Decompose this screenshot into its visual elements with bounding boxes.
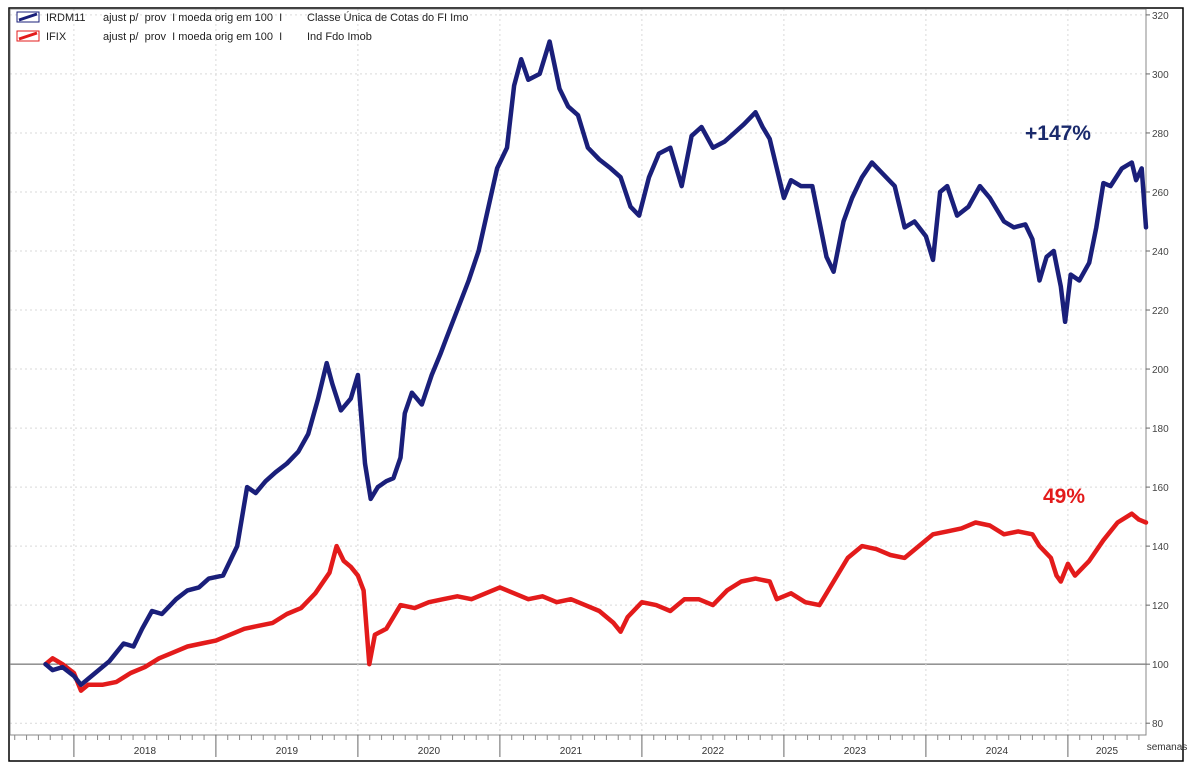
legend-line-ifix xyxy=(18,31,38,41)
x-tick-label-2025: 2025 xyxy=(1096,746,1119,757)
y-tick-label-220: 220 xyxy=(1152,306,1169,317)
y-tick-label-300: 300 xyxy=(1152,70,1169,81)
legend-desc-irdm11: Classe Única de Cotas do FI Imo xyxy=(307,11,468,24)
x-axis-unit-label: semanas xyxy=(1147,742,1188,753)
x-tick-label-2023: 2023 xyxy=(844,746,867,757)
y-tick-label-140: 140 xyxy=(1152,542,1169,553)
x-tick-label-2020: 2020 xyxy=(418,746,441,757)
plot-area xyxy=(9,8,1147,736)
series-line-ifix xyxy=(43,511,1149,693)
y-axis: 80 100 120 140 160 180 200 220 240 260 280 300 320 xyxy=(1146,11,1169,730)
y-tick-label-260: 260 xyxy=(1152,188,1169,199)
x-tick-label-2022: 2022 xyxy=(702,746,725,757)
y-tick-label-240: 240 xyxy=(1152,247,1169,258)
legend-item-ifix: IFIX ajust p/ prov I moeda orig em 100 I… xyxy=(16,30,372,43)
annotation-ifix-return: 49% xyxy=(1043,485,1085,508)
legend-item-irdm11: IRDM11 ajust p/ prov I moeda orig em 100… xyxy=(16,11,468,24)
y-tick-label-100: 100 xyxy=(1152,660,1169,671)
y-tick-label-80: 80 xyxy=(1152,719,1164,730)
legend-desc-ifix: Ind Fdo Imob xyxy=(307,31,372,43)
series-line-irdm11 xyxy=(43,39,1149,688)
x-tick-label-2024: 2024 xyxy=(986,746,1009,757)
y-tick-label-160: 160 xyxy=(1152,483,1169,494)
y-tick-label-120: 120 xyxy=(1152,601,1169,612)
y-tick-label-180: 180 xyxy=(1152,424,1169,435)
x-tick-label-2019: 2019 xyxy=(276,746,299,757)
x-tick-label-2021: 2021 xyxy=(560,746,583,757)
annotation-irdm11-return: +147% xyxy=(1025,122,1091,145)
legend-adjust-irdm11: ajust p/ prov I moeda orig em 100 I xyxy=(103,12,282,24)
chart-frame xyxy=(8,7,1184,762)
legend: IRDM11 ajust p/ prov I moeda orig em 100… xyxy=(16,11,468,43)
legend-ticker-ifix: IFIX xyxy=(46,31,67,43)
legend-line-irdm11 xyxy=(18,12,38,22)
y-tick-label-200: 200 xyxy=(1152,365,1169,376)
x-axis: 2018 2019 2020 2021 2022 2023 2024 2025 xyxy=(14,735,1140,757)
legend-ticker-irdm11: IRDM11 xyxy=(46,12,86,24)
gridlines xyxy=(10,9,1146,735)
series-layer xyxy=(43,39,1149,693)
y-tick-label-280: 280 xyxy=(1152,129,1169,140)
legend-adjust-ifix: ajust p/ prov I moeda orig em 100 I xyxy=(103,31,282,43)
y-tick-label-320: 320 xyxy=(1152,11,1169,22)
x-tick-label-2018: 2018 xyxy=(134,746,157,757)
